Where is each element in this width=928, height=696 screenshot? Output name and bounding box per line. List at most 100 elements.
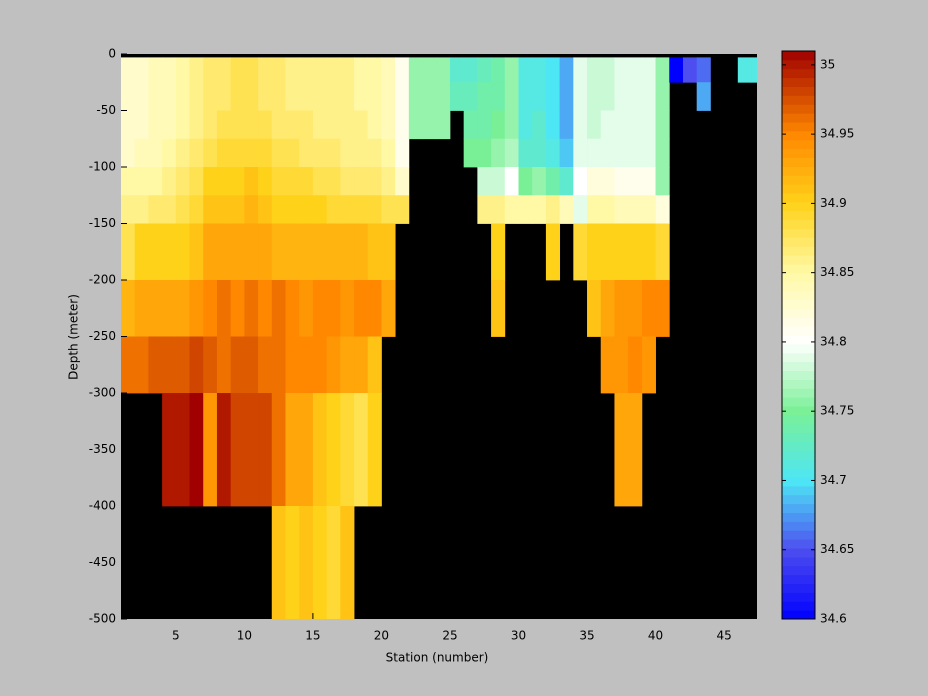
heatmap-cell	[463, 138, 478, 168]
colorbar-band	[782, 379, 815, 389]
y-tick-label: -500	[89, 612, 116, 626]
heatmap-cell	[545, 195, 561, 224]
heatmap-cell	[203, 138, 218, 168]
heatmap-cell	[244, 110, 259, 140]
heatmap-cell	[532, 167, 547, 196]
colorbar-band	[782, 539, 815, 549]
heatmap-cell	[436, 57, 451, 83]
colorbar-band	[782, 237, 815, 247]
heatmap-cell	[175, 138, 190, 168]
heatmap-cell	[628, 110, 643, 140]
heatmap-cell	[436, 110, 451, 140]
heatmap-cell	[559, 82, 574, 111]
colorbar-band	[782, 246, 815, 256]
colorbar-band	[782, 175, 815, 185]
heatmap-cell	[573, 167, 588, 196]
heatmap-cell	[367, 336, 382, 394]
heatmap-cell	[230, 393, 245, 507]
heatmap-cell	[491, 82, 506, 111]
heatmap-cell	[148, 336, 163, 394]
heatmap-cell	[244, 167, 259, 196]
colorbar-band	[782, 459, 815, 469]
heatmap-cell	[504, 195, 519, 224]
colorbar-tick-label: 34.7	[820, 473, 847, 487]
heatmap-cell	[134, 82, 149, 111]
x-tick-label: 25	[442, 629, 457, 643]
heatmap-cell	[504, 167, 519, 196]
colorbar-band	[782, 228, 815, 238]
heatmap-cell	[326, 393, 341, 507]
colorbar-band	[782, 592, 815, 602]
heatmap-cell	[244, 223, 259, 281]
heatmap-cell	[162, 82, 177, 111]
colorbar-band	[782, 432, 815, 442]
colorbar-band	[782, 485, 815, 496]
heatmap-cell	[258, 223, 273, 281]
heatmap-cell	[628, 393, 643, 507]
heatmap-cell	[354, 336, 369, 394]
heatmap-cell	[628, 223, 643, 281]
colorbar-band	[782, 352, 815, 363]
heatmap-cell	[641, 280, 656, 337]
heatmap-cell	[573, 57, 588, 83]
colorbar-band	[782, 583, 815, 593]
colorbar-tick-label: 34.9	[820, 196, 847, 210]
heatmap-cell	[121, 223, 136, 281]
heatmap-cell	[354, 138, 369, 168]
heatmap-cell	[655, 223, 670, 281]
heatmap-cell	[175, 195, 190, 224]
heatmap-cell	[216, 57, 232, 83]
colorbar-band	[782, 530, 815, 540]
y-tick-label: -50	[96, 103, 116, 117]
x-tick-label: 15	[305, 629, 320, 643]
heatmap-cell	[134, 280, 149, 337]
heatmap-cell	[189, 195, 204, 224]
heatmap-cell	[148, 138, 163, 168]
heatmap-cell	[518, 82, 533, 111]
colorbar: 34.6 34.65 34.7 34.75 34.8 34.85 34.9 34.95 35	[781, 50, 854, 626]
heatmap-cell	[162, 336, 177, 394]
x-axis-label: Station (number)	[386, 651, 489, 665]
heatmap-cell	[121, 138, 136, 168]
heatmap-cell	[477, 167, 492, 196]
heatmap-cell	[216, 195, 232, 224]
heatmap-cell	[244, 280, 259, 337]
heatmap-cell	[271, 336, 286, 394]
heatmap-cell	[600, 110, 615, 140]
heatmap-cell	[312, 393, 328, 507]
heatmap-cell	[436, 82, 451, 111]
colorbar-band	[782, 201, 815, 212]
heatmap-cell	[367, 280, 382, 337]
heatmap-cell	[641, 223, 656, 281]
heatmap-cell	[203, 167, 218, 196]
heatmap-cell	[258, 393, 273, 507]
heatmap-cell	[518, 110, 533, 140]
colorbar-tick-label: 34.75	[820, 404, 854, 418]
colorbar-band	[782, 130, 815, 141]
heatmap-cell	[354, 82, 369, 111]
heatmap-cell	[559, 57, 574, 83]
colorbar-frame	[781, 50, 816, 620]
heatmap-cell	[244, 195, 259, 224]
heatmap-cell	[354, 280, 369, 337]
heatmap-cell	[354, 57, 369, 83]
heatmap-cell	[504, 82, 519, 111]
heatmap-cell	[367, 110, 382, 140]
heatmap-cell	[244, 57, 259, 83]
colorbar-band	[782, 95, 815, 105]
heatmap-cell	[600, 195, 615, 224]
heatmap-cell	[258, 336, 273, 394]
colorbar-band	[782, 326, 815, 336]
heatmap-cell	[477, 57, 492, 83]
heatmap-cell	[230, 138, 245, 168]
heatmap-cell	[312, 167, 328, 196]
x-tick-label: 20	[374, 629, 389, 643]
heatmap-cell	[340, 57, 355, 83]
heatmap-cell	[614, 393, 629, 507]
colorbar-band	[782, 148, 815, 158]
heatmap-cell	[189, 110, 204, 140]
colorbar-band	[782, 450, 815, 460]
heatmap-cell	[381, 110, 396, 140]
colorbar-band	[782, 317, 815, 327]
